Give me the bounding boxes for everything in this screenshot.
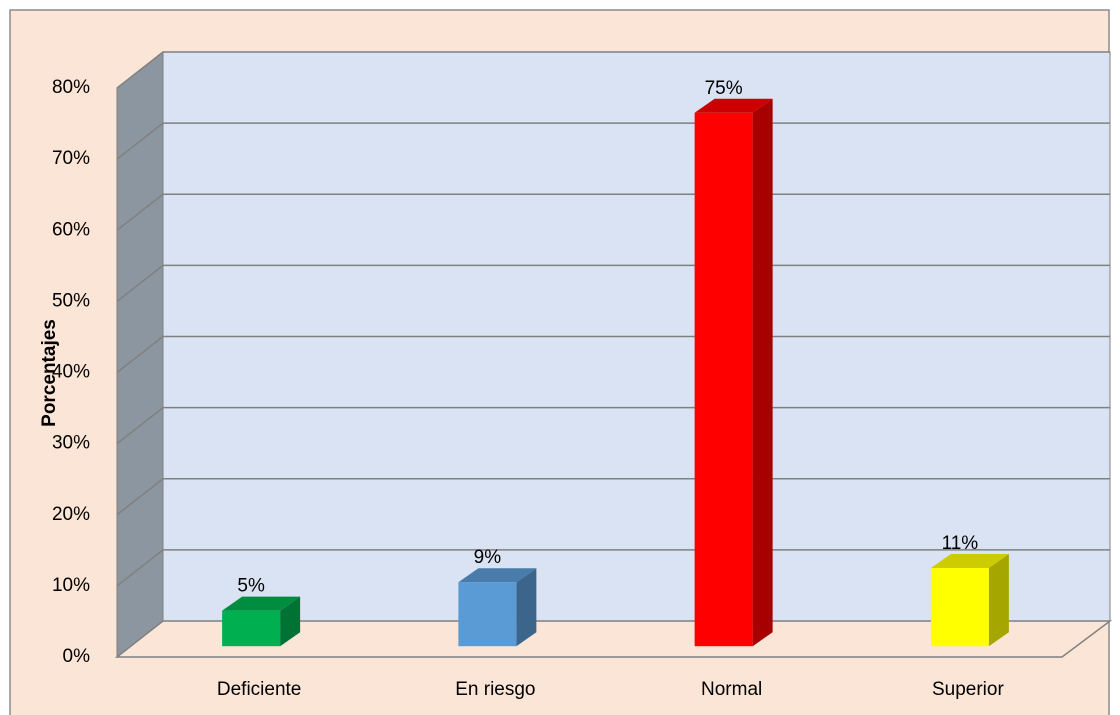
bar-side xyxy=(988,553,1009,647)
bar-side xyxy=(516,568,537,647)
grid-line xyxy=(116,193,1110,231)
bar-top xyxy=(694,98,773,113)
grid-line xyxy=(116,478,1110,516)
bar-side xyxy=(752,98,773,647)
y-tick-label: 80% xyxy=(52,77,90,98)
grid-line xyxy=(116,335,1110,374)
y-tick-label: 20% xyxy=(52,504,90,525)
grid-line xyxy=(116,264,1110,302)
grid-line xyxy=(116,122,1110,160)
x-tick-label: En riesgo xyxy=(455,679,535,700)
y-tick-label: 60% xyxy=(52,219,90,240)
y-tick-label: 30% xyxy=(52,433,90,454)
x-tick-label: Superior xyxy=(932,679,1004,700)
bar xyxy=(694,112,753,647)
data-label: 75% xyxy=(705,78,743,99)
bar-side xyxy=(280,596,301,647)
data-label: 5% xyxy=(237,576,265,597)
bar-top xyxy=(458,568,537,583)
grid-line xyxy=(116,51,1110,89)
bar xyxy=(458,582,517,647)
floor xyxy=(114,620,1113,658)
bar xyxy=(222,610,281,647)
bar-top xyxy=(222,596,301,611)
x-tick-label: Normal xyxy=(701,679,762,700)
y-tick-label: 0% xyxy=(63,646,91,667)
y-axis-label: Porcentajes xyxy=(39,319,60,427)
y-tick-label: 10% xyxy=(52,575,90,596)
y-tick-label: 40% xyxy=(52,362,90,383)
data-label: 11% xyxy=(942,533,979,554)
data-label: 9% xyxy=(474,547,502,568)
x-tick-label: Deficiente xyxy=(217,679,302,700)
grid-line xyxy=(116,406,1110,445)
grid-line xyxy=(116,549,1110,587)
bar xyxy=(930,567,989,647)
bar-top xyxy=(930,553,1009,568)
y-tick-label: 50% xyxy=(52,290,90,311)
y-tick-label: 70% xyxy=(52,148,90,169)
